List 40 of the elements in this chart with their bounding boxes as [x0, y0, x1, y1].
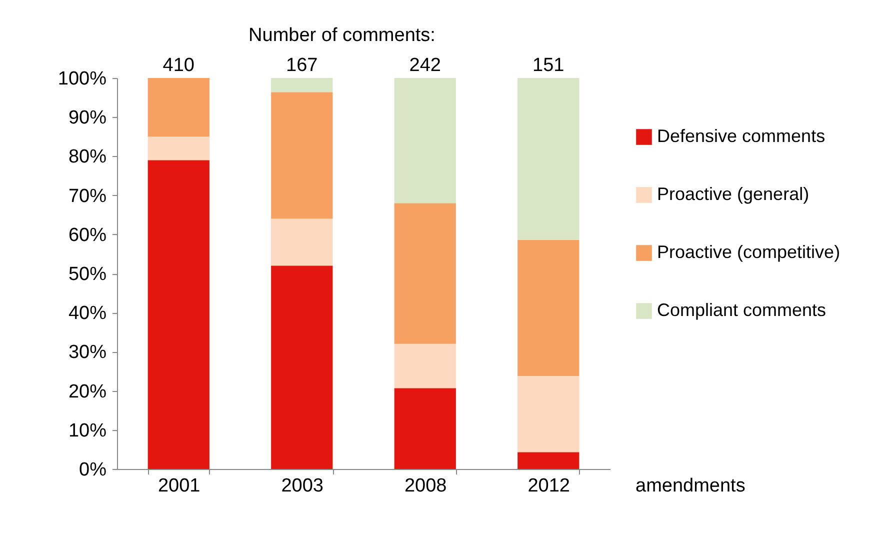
- y-tick-label: 30%: [68, 342, 107, 364]
- bar: [518, 452, 580, 469]
- y-tick-label: 0%: [79, 460, 107, 480]
- text: 242: [409, 55, 441, 76]
- y-tick-label: 100%: [58, 68, 107, 90]
- bar: [148, 136, 210, 160]
- y-tick-label: 20%: [68, 381, 107, 402]
- bar: [148, 160, 210, 469]
- y-tick-label: 60%: [68, 224, 107, 246]
- bar: [394, 388, 456, 469]
- text: 151: [532, 55, 564, 76]
- bar: [518, 240, 580, 376]
- x-axis-title: amendments: [636, 476, 746, 496]
- text: 167: [286, 55, 318, 76]
- bar: [148, 78, 210, 137]
- bar: [518, 376, 580, 452]
- legend-label: Proactive (general): [657, 184, 810, 204]
- legend-label: Compliant comments: [657, 300, 826, 320]
- y-tick-label: 80%: [68, 146, 107, 168]
- bar: [394, 344, 456, 388]
- bar: [271, 266, 333, 469]
- x-tick-label: 2001: [158, 476, 200, 496]
- y-tick-label: 90%: [68, 108, 107, 129]
- bar: [271, 218, 333, 266]
- legend-label: Defensive comments: [657, 126, 826, 146]
- y-tick-label: 40%: [68, 303, 107, 324]
- x-tick-label: 2003: [281, 476, 324, 496]
- bar: [518, 78, 580, 240]
- bar: [394, 203, 456, 344]
- bar: [394, 78, 456, 204]
- x-tick-label: 2012: [528, 476, 570, 496]
- x-tick-label: 2008: [404, 476, 447, 496]
- text: 410: [162, 55, 194, 76]
- y-tick-label: 50%: [68, 264, 107, 285]
- bar: [271, 78, 333, 92]
- legend-label: Proactive (competitive): [657, 242, 840, 262]
- y-tick-label: 70%: [68, 186, 107, 207]
- bar: [271, 92, 333, 219]
- y-tick-label: 10%: [68, 420, 107, 442]
- text: Number of comments:: [248, 25, 436, 46]
